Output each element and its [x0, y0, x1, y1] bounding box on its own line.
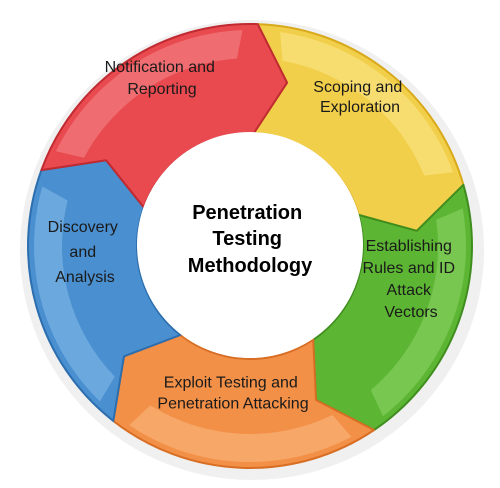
segment-label-notification: Notification and Reporting	[105, 59, 220, 98]
segment-label-exploit: Exploit Testing and Penetration Attackin…	[157, 375, 308, 413]
segment-gloss-exploit	[129, 405, 352, 463]
segment-label-rules: Establishing Rules and ID Attack Vectors	[363, 238, 460, 321]
segment-gloss-rules	[370, 208, 466, 417]
segment-discovery-and-analysis: Discovery and Analysis	[27, 159, 182, 422]
segment-gloss-notification	[55, 30, 243, 158]
segment-gloss-scoping	[280, 32, 453, 176]
cycle-segments: Scoping and Exploration Establishing Rul…	[27, 23, 473, 469]
segment-gloss-discovery	[34, 186, 115, 402]
segment-label-scoping: Scoping and Exploration	[313, 79, 406, 116]
segment-scoping-and-exploration: Scoping and Exploration	[252, 23, 465, 232]
segment-label-discovery: Discovery and Analysis	[48, 219, 123, 286]
center-title: Penetration Testing Methodology	[188, 202, 313, 277]
center-hub: Penetration Testing Methodology	[137, 132, 363, 358]
center-circle	[137, 132, 363, 358]
segment-exploit-testing: Exploit Testing and Penetration Attackin…	[112, 334, 376, 469]
segment-establishing-rules: Establishing Rules and ID Attack Vectors	[312, 183, 473, 431]
